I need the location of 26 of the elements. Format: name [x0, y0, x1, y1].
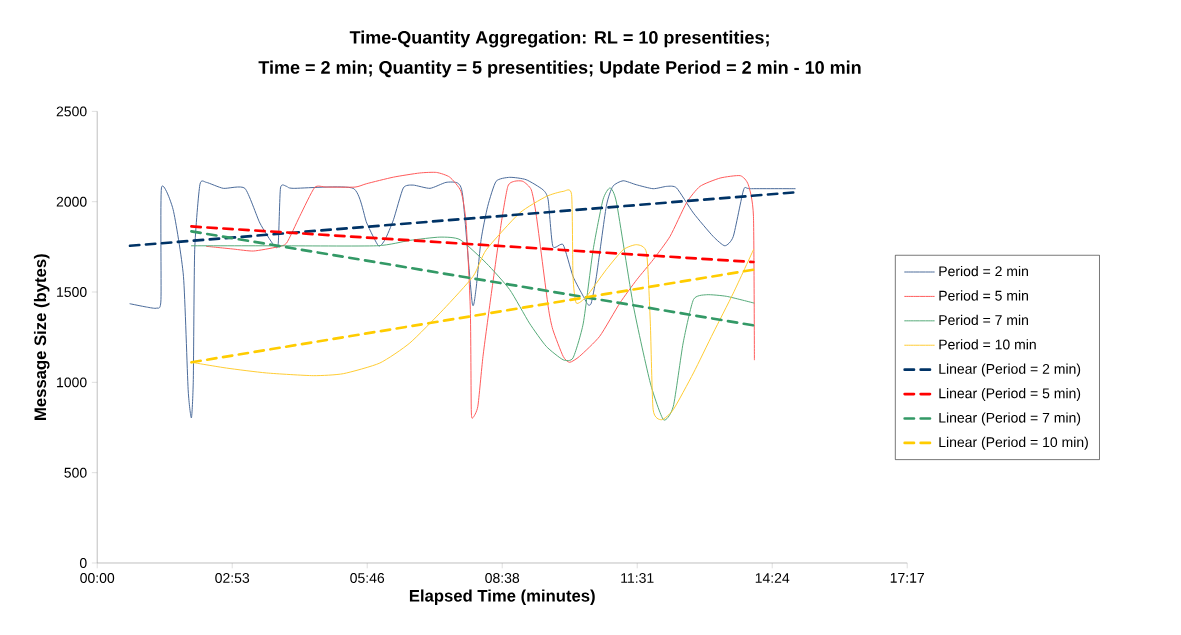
legend-label: Linear (Period = 2 min) [939, 363, 1081, 377]
legend-label: Linear (Period = 7 min) [939, 412, 1081, 426]
x-tick-label: 02:53 [215, 573, 250, 583]
y-tick-label: 0 [79, 558, 87, 568]
x-tick-label: 00:00 [80, 573, 115, 583]
legend-label: Linear (Period = 5 min) [939, 387, 1081, 402]
legend-label: Period = 10 min [939, 339, 1036, 350]
y-tick-label: 1500 [57, 287, 87, 297]
legend-label: Period = 7 min [939, 314, 1028, 326]
y-tick-label: 1000 [57, 377, 87, 388]
y-tick-label: 2500 [56, 106, 87, 117]
x-tick-label: 17:17 [890, 573, 924, 583]
x-tick-label: 14:24 [755, 573, 790, 583]
y-axis-title: Message Size (bytes) [33, 254, 50, 420]
x-tick-label: 08:38 [485, 573, 520, 583]
legend-label: Linear (Period = 10 min) [939, 436, 1088, 450]
legend-label: Period = 2 min [939, 265, 1028, 277]
legend-label: Period = 5 min [939, 290, 1028, 301]
chart-title: Time-Quantity Aggregation: RL = 10 presentities; [349, 30, 769, 48]
x-axis-title: Elapsed Time (minutes) [409, 589, 595, 605]
x-tick-label: 05:46 [350, 573, 385, 583]
y-tick-label: 500 [64, 467, 87, 478]
chart-subtitle: Time = 2 min; Quantity = 5 presentities; Update Period = 2 min - 10 min [258, 60, 861, 78]
x-tick-label: 11:31 [621, 573, 654, 583]
line-series [129, 176, 796, 419]
y-tick-label: 2000 [56, 196, 87, 207]
